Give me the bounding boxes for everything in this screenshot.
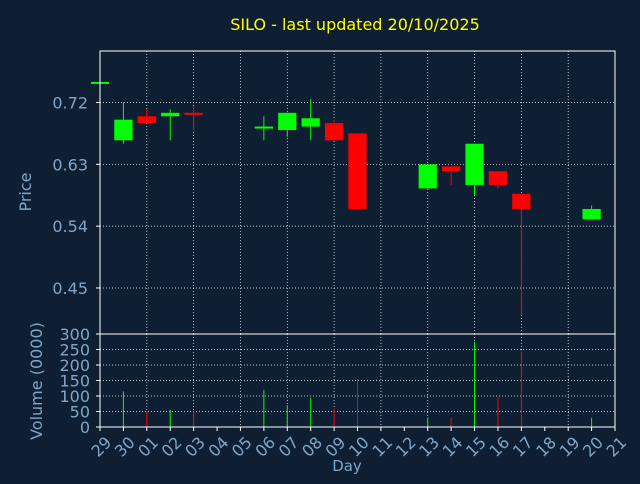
chart-title: SILO - last updated 20/10/2025 bbox=[230, 15, 480, 34]
candle-body bbox=[184, 112, 203, 115]
candle bbox=[278, 112, 297, 137]
candle bbox=[442, 166, 461, 185]
volume-tick-label: 200 bbox=[59, 356, 90, 375]
candle bbox=[114, 102, 133, 144]
candle-body bbox=[324, 123, 344, 141]
candle-body bbox=[254, 126, 273, 129]
candle-body bbox=[418, 164, 437, 189]
candle-body bbox=[488, 171, 508, 185]
volume-grid bbox=[100, 334, 615, 427]
x-tick-label: 21 bbox=[602, 433, 630, 461]
candle bbox=[254, 116, 273, 141]
candle bbox=[512, 193, 531, 316]
candle-body bbox=[114, 119, 133, 141]
price-candles bbox=[90, 81, 601, 316]
candle-body bbox=[582, 208, 601, 220]
candle bbox=[348, 133, 367, 209]
candle-body bbox=[442, 166, 461, 172]
candle-body bbox=[512, 193, 531, 209]
volume-axis-label: Volume (0000) bbox=[27, 322, 46, 440]
candle bbox=[137, 109, 156, 124]
candle-body bbox=[137, 116, 156, 124]
price-y-axis: 0.45 0.54 0.63 0.72 bbox=[52, 94, 100, 298]
price-tick-label: 0.63 bbox=[52, 155, 88, 174]
candle-body bbox=[465, 143, 484, 185]
price-tick-label: 0.72 bbox=[52, 94, 88, 113]
candle bbox=[161, 109, 180, 141]
volume-tick-label: 300 bbox=[59, 325, 90, 344]
volume-bars bbox=[122, 341, 593, 427]
price-tick-label: 0.45 bbox=[52, 279, 88, 298]
volume-tick-label: 250 bbox=[59, 341, 90, 360]
volume-tick-label: 150 bbox=[59, 372, 90, 391]
candle bbox=[488, 171, 508, 189]
candle-body bbox=[278, 112, 297, 130]
x-axis-label: Day bbox=[332, 457, 362, 475]
candle bbox=[465, 143, 484, 196]
candle bbox=[582, 205, 601, 220]
price-axis-label: Price bbox=[16, 172, 35, 211]
candle bbox=[324, 119, 344, 141]
volume-tick-label: 0 bbox=[80, 418, 90, 437]
candle bbox=[418, 164, 437, 189]
x-axis: 2930010203040506070809101112131415161718… bbox=[87, 427, 630, 461]
volume-tick-label: 100 bbox=[59, 387, 90, 406]
candle-body bbox=[161, 112, 180, 117]
candle bbox=[184, 105, 203, 130]
candle bbox=[301, 99, 320, 141]
price-tick-label: 0.54 bbox=[52, 217, 88, 236]
candle-body bbox=[348, 133, 367, 209]
volume-tick-label: 50 bbox=[70, 403, 90, 422]
candle-body bbox=[301, 118, 320, 127]
